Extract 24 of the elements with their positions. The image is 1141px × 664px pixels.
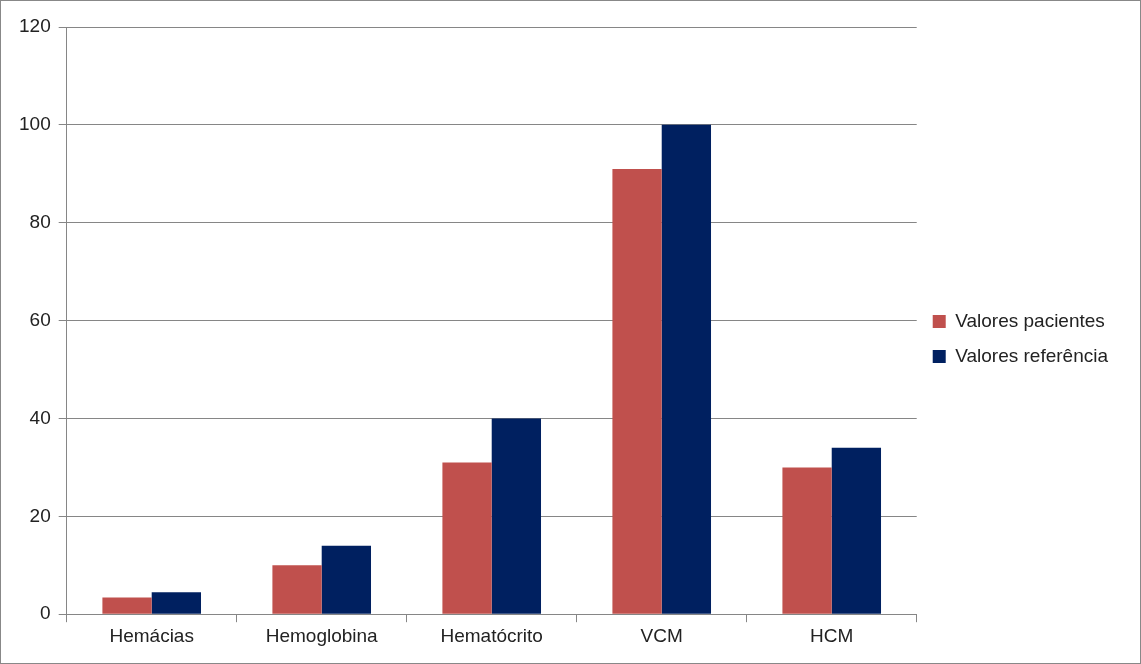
y-tick-label: 100 xyxy=(19,113,51,135)
x-tick-label: Hemácias xyxy=(109,624,194,646)
bar xyxy=(782,467,832,614)
bar xyxy=(661,124,712,614)
bar xyxy=(272,565,322,614)
y-tick-label: 120 xyxy=(19,15,51,37)
x-tick-label: HCM xyxy=(810,624,854,646)
bar xyxy=(831,447,882,614)
bar xyxy=(151,592,201,614)
bar xyxy=(442,462,492,614)
bar xyxy=(612,168,662,614)
y-tick-label: 0 xyxy=(40,602,51,624)
legend-label: Valores referência xyxy=(955,344,1109,366)
y-tick-label: 40 xyxy=(29,406,51,428)
legend-label: Valores pacientes xyxy=(955,309,1105,331)
bar xyxy=(491,418,542,614)
y-tick-label: 60 xyxy=(29,308,51,330)
bar xyxy=(102,597,152,614)
bar xyxy=(321,545,372,614)
y-tick-label: 80 xyxy=(29,210,51,232)
x-tick-label: Hematócrito xyxy=(440,624,543,646)
x-tick-label: VCM xyxy=(640,624,683,646)
x-tick-label: Hemoglobina xyxy=(265,624,379,646)
y-tick-label: 20 xyxy=(29,504,51,526)
